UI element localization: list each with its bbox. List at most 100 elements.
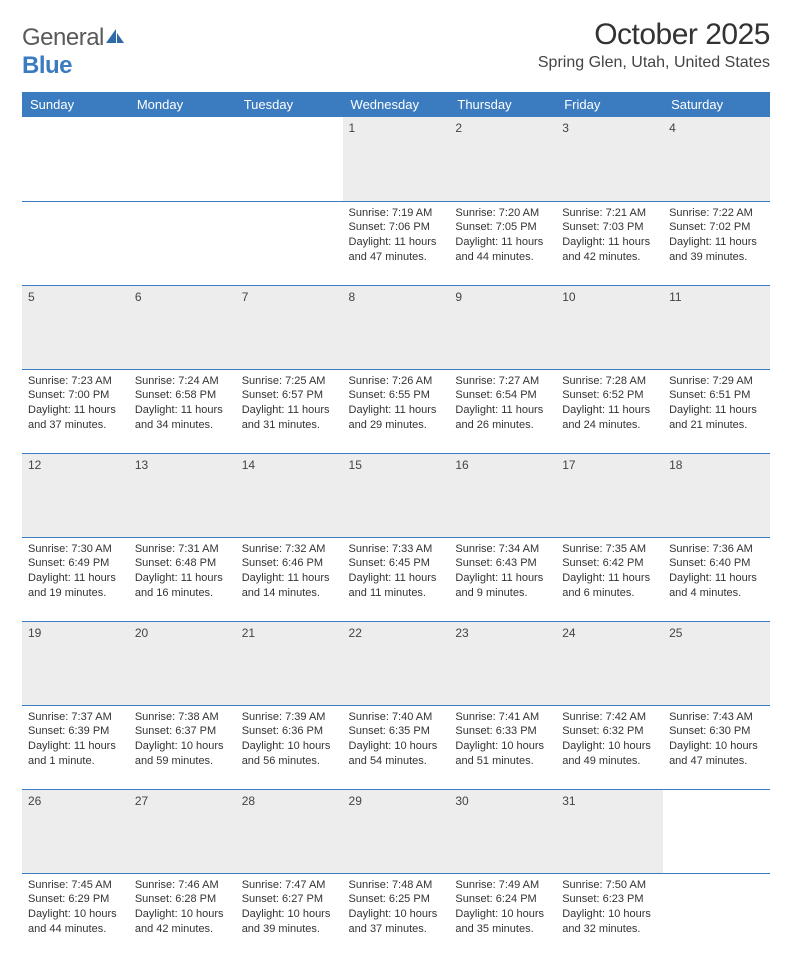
sunset-line: Sunset: 6:55 PM	[349, 388, 444, 403]
sunrise-line: Sunrise: 7:45 AM	[28, 878, 123, 893]
sunset-line: Sunset: 6:42 PM	[562, 556, 657, 571]
daylight-line: Daylight: 11 hours and 11 minutes.	[349, 571, 444, 601]
daynum-cell: 8	[343, 285, 450, 369]
weekday-header: Sunday	[22, 92, 129, 117]
sunrise-line: Sunrise: 7:35 AM	[562, 542, 657, 557]
daylight-line: Daylight: 10 hours and 32 minutes.	[562, 907, 657, 937]
sunset-line: Sunset: 7:02 PM	[669, 220, 764, 235]
day-cell: Sunrise: 7:47 AMSunset: 6:27 PMDaylight:…	[236, 873, 343, 957]
day-details: Sunrise: 7:22 AMSunset: 7:02 PMDaylight:…	[669, 206, 764, 265]
sunset-line: Sunset: 6:49 PM	[28, 556, 123, 571]
day-cell: Sunrise: 7:24 AMSunset: 6:58 PMDaylight:…	[129, 369, 236, 453]
sunrise-line: Sunrise: 7:28 AM	[562, 374, 657, 389]
header: GeneralBlue October 2025 Spring Glen, Ut…	[22, 18, 770, 80]
day-details: Sunrise: 7:45 AMSunset: 6:29 PMDaylight:…	[28, 878, 123, 937]
day-cell: Sunrise: 7:37 AMSunset: 6:39 PMDaylight:…	[22, 705, 129, 789]
day-details: Sunrise: 7:23 AMSunset: 7:00 PMDaylight:…	[28, 374, 123, 433]
daynum-cell: 14	[236, 453, 343, 537]
daylight-line: Daylight: 11 hours and 19 minutes.	[28, 571, 123, 601]
daynum-cell: 5	[22, 285, 129, 369]
sunrise-line: Sunrise: 7:33 AM	[349, 542, 444, 557]
sunrise-line: Sunrise: 7:47 AM	[242, 878, 337, 893]
sunset-line: Sunset: 6:51 PM	[669, 388, 764, 403]
day-details: Sunrise: 7:36 AMSunset: 6:40 PMDaylight:…	[669, 542, 764, 601]
daynum-cell: 13	[129, 453, 236, 537]
daynum-cell: 26	[22, 789, 129, 873]
sunset-line: Sunset: 6:54 PM	[455, 388, 550, 403]
day-cell: Sunrise: 7:30 AMSunset: 6:49 PMDaylight:…	[22, 537, 129, 621]
week-row: Sunrise: 7:30 AMSunset: 6:49 PMDaylight:…	[22, 537, 770, 621]
sunset-line: Sunset: 6:30 PM	[669, 724, 764, 739]
daynum-cell: 23	[449, 621, 556, 705]
daylight-line: Daylight: 11 hours and 6 minutes.	[562, 571, 657, 601]
daylight-line: Daylight: 11 hours and 16 minutes.	[135, 571, 230, 601]
daynum-cell: 22	[343, 621, 450, 705]
day-cell: Sunrise: 7:36 AMSunset: 6:40 PMDaylight:…	[663, 537, 770, 621]
daynum-cell: 12	[22, 453, 129, 537]
sunrise-line: Sunrise: 7:48 AM	[349, 878, 444, 893]
daylight-line: Daylight: 11 hours and 39 minutes.	[669, 235, 764, 265]
daylight-line: Daylight: 10 hours and 56 minutes.	[242, 739, 337, 769]
daynum-cell: 25	[663, 621, 770, 705]
brand-text: GeneralBlue	[22, 24, 126, 80]
day-cell: Sunrise: 7:46 AMSunset: 6:28 PMDaylight:…	[129, 873, 236, 957]
day-details: Sunrise: 7:31 AMSunset: 6:48 PMDaylight:…	[135, 542, 230, 601]
sunset-line: Sunset: 7:05 PM	[455, 220, 550, 235]
daylight-line: Daylight: 10 hours and 37 minutes.	[349, 907, 444, 937]
daylight-line: Daylight: 11 hours and 31 minutes.	[242, 403, 337, 433]
day-cell: Sunrise: 7:43 AMSunset: 6:30 PMDaylight:…	[663, 705, 770, 789]
sunrise-line: Sunrise: 7:31 AM	[135, 542, 230, 557]
daynum-cell: 31	[556, 789, 663, 873]
day-cell: Sunrise: 7:33 AMSunset: 6:45 PMDaylight:…	[343, 537, 450, 621]
sunrise-line: Sunrise: 7:50 AM	[562, 878, 657, 893]
sunrise-line: Sunrise: 7:25 AM	[242, 374, 337, 389]
day-details: Sunrise: 7:47 AMSunset: 6:27 PMDaylight:…	[242, 878, 337, 937]
sunrise-line: Sunrise: 7:21 AM	[562, 206, 657, 221]
daynum-cell	[236, 117, 343, 201]
daylight-line: Daylight: 10 hours and 49 minutes.	[562, 739, 657, 769]
sunrise-line: Sunrise: 7:49 AM	[455, 878, 550, 893]
daynum-cell: 10	[556, 285, 663, 369]
sunrise-line: Sunrise: 7:39 AM	[242, 710, 337, 725]
daynum-row: 262728293031	[22, 789, 770, 873]
sunset-line: Sunset: 7:00 PM	[28, 388, 123, 403]
sunrise-line: Sunrise: 7:24 AM	[135, 374, 230, 389]
sunrise-line: Sunrise: 7:22 AM	[669, 206, 764, 221]
day-cell	[236, 201, 343, 285]
day-details: Sunrise: 7:30 AMSunset: 6:49 PMDaylight:…	[28, 542, 123, 601]
day-cell	[663, 873, 770, 957]
sunset-line: Sunset: 6:36 PM	[242, 724, 337, 739]
sunset-line: Sunset: 6:40 PM	[669, 556, 764, 571]
title-block: October 2025 Spring Glen, Utah, United S…	[538, 18, 770, 72]
brand-part1: General	[22, 24, 104, 51]
weekday-header: Saturday	[663, 92, 770, 117]
daynum-cell: 6	[129, 285, 236, 369]
sunrise-line: Sunrise: 7:36 AM	[669, 542, 764, 557]
day-details: Sunrise: 7:29 AMSunset: 6:51 PMDaylight:…	[669, 374, 764, 433]
daylight-line: Daylight: 11 hours and 44 minutes.	[455, 235, 550, 265]
day-cell: Sunrise: 7:23 AMSunset: 7:00 PMDaylight:…	[22, 369, 129, 453]
sunset-line: Sunset: 6:33 PM	[455, 724, 550, 739]
day-cell: Sunrise: 7:26 AMSunset: 6:55 PMDaylight:…	[343, 369, 450, 453]
daylight-line: Daylight: 11 hours and 24 minutes.	[562, 403, 657, 433]
daylight-line: Daylight: 10 hours and 39 minutes.	[242, 907, 337, 937]
day-details: Sunrise: 7:48 AMSunset: 6:25 PMDaylight:…	[349, 878, 444, 937]
sunset-line: Sunset: 6:35 PM	[349, 724, 444, 739]
day-details: Sunrise: 7:38 AMSunset: 6:37 PMDaylight:…	[135, 710, 230, 769]
day-cell: Sunrise: 7:34 AMSunset: 6:43 PMDaylight:…	[449, 537, 556, 621]
weekday-header: Wednesday	[343, 92, 450, 117]
day-cell: Sunrise: 7:38 AMSunset: 6:37 PMDaylight:…	[129, 705, 236, 789]
sunset-line: Sunset: 6:48 PM	[135, 556, 230, 571]
daynum-cell	[129, 117, 236, 201]
day-details: Sunrise: 7:39 AMSunset: 6:36 PMDaylight:…	[242, 710, 337, 769]
weekday-header: Friday	[556, 92, 663, 117]
sunset-line: Sunset: 6:37 PM	[135, 724, 230, 739]
daylight-line: Daylight: 10 hours and 47 minutes.	[669, 739, 764, 769]
day-details: Sunrise: 7:35 AMSunset: 6:42 PMDaylight:…	[562, 542, 657, 601]
day-details: Sunrise: 7:41 AMSunset: 6:33 PMDaylight:…	[455, 710, 550, 769]
sunrise-line: Sunrise: 7:32 AM	[242, 542, 337, 557]
sunset-line: Sunset: 6:52 PM	[562, 388, 657, 403]
day-details: Sunrise: 7:27 AMSunset: 6:54 PMDaylight:…	[455, 374, 550, 433]
sunrise-line: Sunrise: 7:41 AM	[455, 710, 550, 725]
day-details: Sunrise: 7:25 AMSunset: 6:57 PMDaylight:…	[242, 374, 337, 433]
